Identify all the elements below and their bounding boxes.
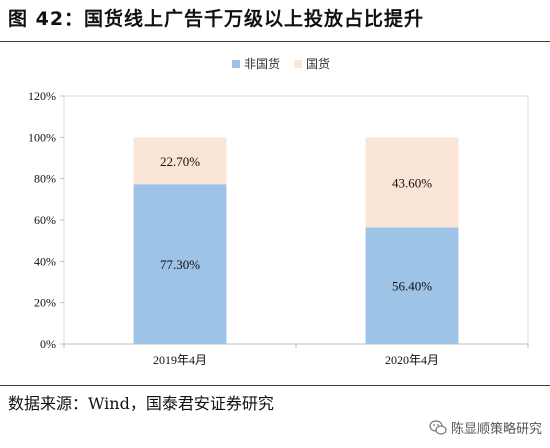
y-tick-label: 60% <box>34 213 56 227</box>
figure-title: 图 42：国货线上广告千万级以上投放占比提升 <box>8 8 425 30</box>
title-divider <box>0 41 550 42</box>
y-tick-label: 40% <box>34 254 56 268</box>
x-tick-label: 2020年4月 <box>385 353 439 367</box>
watermark: 陈显顺策略研究 <box>429 418 542 437</box>
legend-label: 非国货 <box>244 56 280 71</box>
wechat-icon <box>429 419 447 435</box>
data-label: 43.60% <box>392 175 432 190</box>
y-tick-label: 80% <box>34 172 56 186</box>
legend-label: 国货 <box>306 56 330 71</box>
y-tick-label: 100% <box>28 130 56 144</box>
y-tick-label: 20% <box>34 296 56 310</box>
source-note: 数据来源：Wind，国泰君安证券研究 <box>8 394 274 413</box>
watermark-text: 陈显顺策略研究 <box>450 422 542 437</box>
source-divider <box>0 385 550 386</box>
y-tick-label: 0% <box>40 337 56 351</box>
y-tick-label: 120% <box>28 89 56 103</box>
bar-segment <box>365 227 459 344</box>
legend-swatch <box>294 60 302 68</box>
data-label: 77.30% <box>160 257 200 272</box>
bar-segment <box>133 137 227 185</box>
data-label: 56.40% <box>392 279 432 294</box>
stacked-bar-chart: 0% 20% 40% 60% 80% 100% 120% 77.30% 22.70% 2019年4… <box>28 56 529 367</box>
legend-swatch <box>232 60 240 68</box>
data-label: 22.70% <box>160 154 200 169</box>
bar-segment <box>365 137 459 228</box>
x-tick-label: 2019年4月 <box>153 353 207 367</box>
bar-segment <box>133 184 227 344</box>
